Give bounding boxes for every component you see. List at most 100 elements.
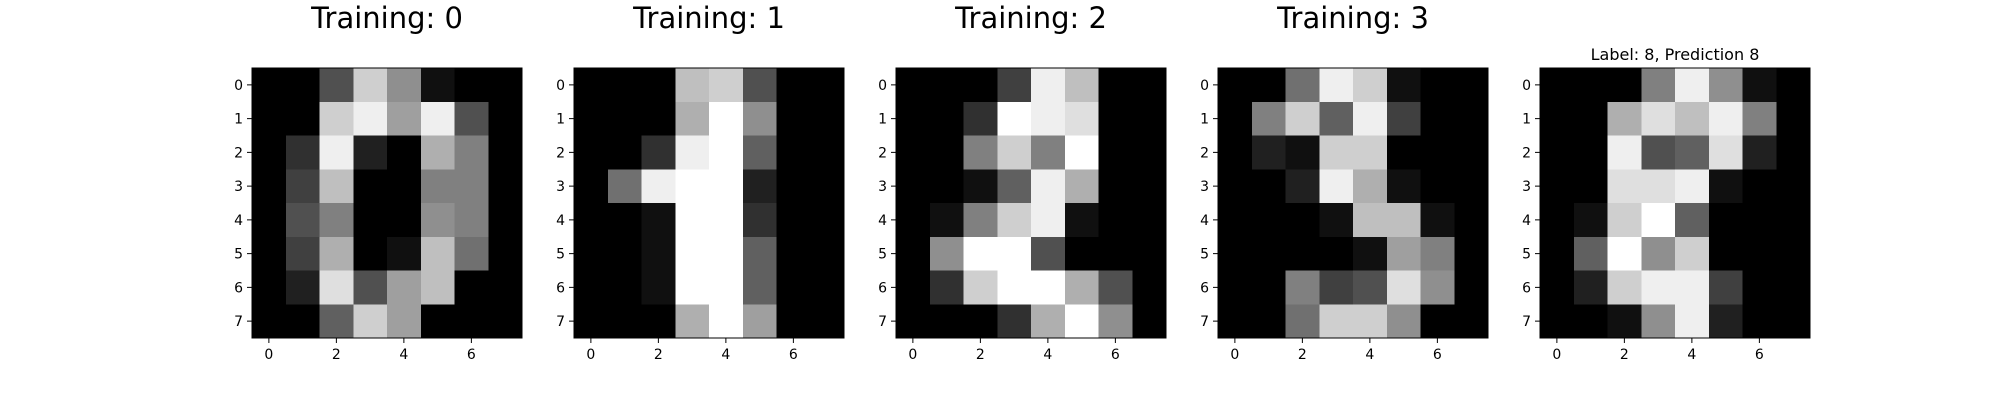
pixel-cell bbox=[641, 169, 676, 204]
y-tick-label: 3 bbox=[556, 179, 565, 195]
pixel-cell bbox=[353, 101, 388, 136]
pixel-cell bbox=[929, 270, 964, 305]
pixel-cell bbox=[1420, 169, 1455, 204]
pixel-cell bbox=[319, 101, 354, 136]
pixel-cell bbox=[1454, 101, 1489, 136]
pixel-cell bbox=[1454, 169, 1489, 204]
pixel-cell bbox=[1064, 135, 1099, 170]
pixel-cell bbox=[1251, 169, 1286, 204]
pixel-cell bbox=[1540, 68, 1575, 103]
pixel-cell bbox=[709, 236, 744, 271]
pixel-cell bbox=[420, 270, 455, 305]
pixel-cell bbox=[776, 68, 811, 103]
panel-title: Training: 2 bbox=[954, 1, 1107, 35]
pixel-cell bbox=[1540, 101, 1575, 136]
x-tick-label: 4 bbox=[1365, 347, 1374, 363]
pixel-cell bbox=[1742, 270, 1777, 305]
pixel-cell bbox=[252, 304, 287, 339]
pixel-cell bbox=[1573, 169, 1608, 204]
pixel-cell bbox=[641, 270, 676, 305]
pixel-cell bbox=[607, 68, 642, 103]
pixel-cell bbox=[776, 101, 811, 136]
pixel-cell bbox=[574, 270, 609, 305]
pixel-cell bbox=[997, 270, 1032, 305]
pixel-cell bbox=[963, 236, 998, 271]
pixel-cell bbox=[252, 203, 287, 238]
y-tick-label: 7 bbox=[1522, 314, 1531, 330]
pixel-cell bbox=[1031, 68, 1066, 103]
pixel-cell bbox=[896, 135, 931, 170]
pixel-cell bbox=[1064, 101, 1099, 136]
panel-title: Training: 3 bbox=[1276, 1, 1429, 35]
y-tick-label: 4 bbox=[1200, 213, 1209, 229]
y-tick-label: 6 bbox=[1200, 280, 1209, 296]
pixel-cell bbox=[963, 304, 998, 339]
x-tick-label: 0 bbox=[1552, 347, 1561, 363]
pixel-cell bbox=[1031, 135, 1066, 170]
pixel-cell bbox=[1098, 101, 1133, 136]
x-tick-label: 4 bbox=[1687, 347, 1696, 363]
pixel-cell bbox=[742, 101, 777, 136]
pixel-cell bbox=[1098, 203, 1133, 238]
pixel-cell bbox=[1641, 135, 1676, 170]
x-tick-label: 0 bbox=[264, 347, 273, 363]
pixel-cell bbox=[1132, 270, 1167, 305]
pixel-cell bbox=[319, 304, 354, 339]
pixel-cell bbox=[810, 101, 845, 136]
pixel-cell bbox=[607, 135, 642, 170]
y-tick-label: 3 bbox=[1200, 179, 1209, 195]
pixel-cell bbox=[319, 203, 354, 238]
y-tick-label: 4 bbox=[878, 213, 887, 229]
pixel-cell bbox=[1708, 68, 1743, 103]
pixel-cell bbox=[353, 304, 388, 339]
panel-title: Label: 8, Prediction 8 bbox=[1591, 45, 1760, 64]
y-tick-label: 6 bbox=[1522, 280, 1531, 296]
pixel-cell bbox=[1218, 203, 1253, 238]
pixel-cell bbox=[1742, 203, 1777, 238]
pixel-cell bbox=[641, 203, 676, 238]
pixel-cell bbox=[776, 236, 811, 271]
pixel-cell bbox=[776, 203, 811, 238]
pixel-cell bbox=[1132, 203, 1167, 238]
pixel-cell bbox=[929, 236, 964, 271]
axes-frame bbox=[251, 67, 523, 339]
pixel-cell bbox=[1132, 169, 1167, 204]
pixel-cell bbox=[810, 270, 845, 305]
pixel-cell bbox=[1540, 169, 1575, 204]
pixel-cell bbox=[1353, 236, 1388, 271]
pixel-cell bbox=[1251, 236, 1286, 271]
pixel-cell bbox=[1386, 270, 1421, 305]
pixel-cell bbox=[488, 304, 523, 339]
pixel-cell bbox=[607, 101, 642, 136]
y-tick-label: 5 bbox=[234, 247, 243, 263]
pixel-cell bbox=[675, 236, 710, 271]
pixel-cell bbox=[607, 304, 642, 339]
pixel-cell bbox=[1132, 236, 1167, 271]
pixel-cell bbox=[1641, 304, 1676, 339]
pixel-cell bbox=[929, 169, 964, 204]
pixel-cell bbox=[1098, 135, 1133, 170]
y-tick-label: 0 bbox=[1522, 78, 1531, 94]
pixel-cell bbox=[1776, 68, 1811, 103]
pixel-cell bbox=[963, 101, 998, 136]
pixel-cell bbox=[387, 68, 422, 103]
pixel-cell bbox=[1742, 236, 1777, 271]
pixel-cell bbox=[1218, 169, 1253, 204]
pixel-cell bbox=[1218, 304, 1253, 339]
pixel-cell bbox=[353, 135, 388, 170]
pixel-cell bbox=[252, 169, 287, 204]
y-tick-label: 1 bbox=[1200, 112, 1209, 128]
pixel-cell bbox=[742, 203, 777, 238]
pixel-cell bbox=[387, 236, 422, 271]
pixel-cell bbox=[1607, 236, 1642, 271]
pixel-cell bbox=[1132, 135, 1167, 170]
pixel-cell bbox=[1064, 270, 1099, 305]
pixel-cell bbox=[488, 135, 523, 170]
pixel-cell bbox=[742, 135, 777, 170]
pixel-cell bbox=[1319, 135, 1354, 170]
pixel-cell bbox=[1251, 135, 1286, 170]
pixel-cell bbox=[574, 169, 609, 204]
pixel-cell bbox=[1454, 304, 1489, 339]
pixel-cell bbox=[1064, 236, 1099, 271]
pixel-cell bbox=[1573, 101, 1608, 136]
